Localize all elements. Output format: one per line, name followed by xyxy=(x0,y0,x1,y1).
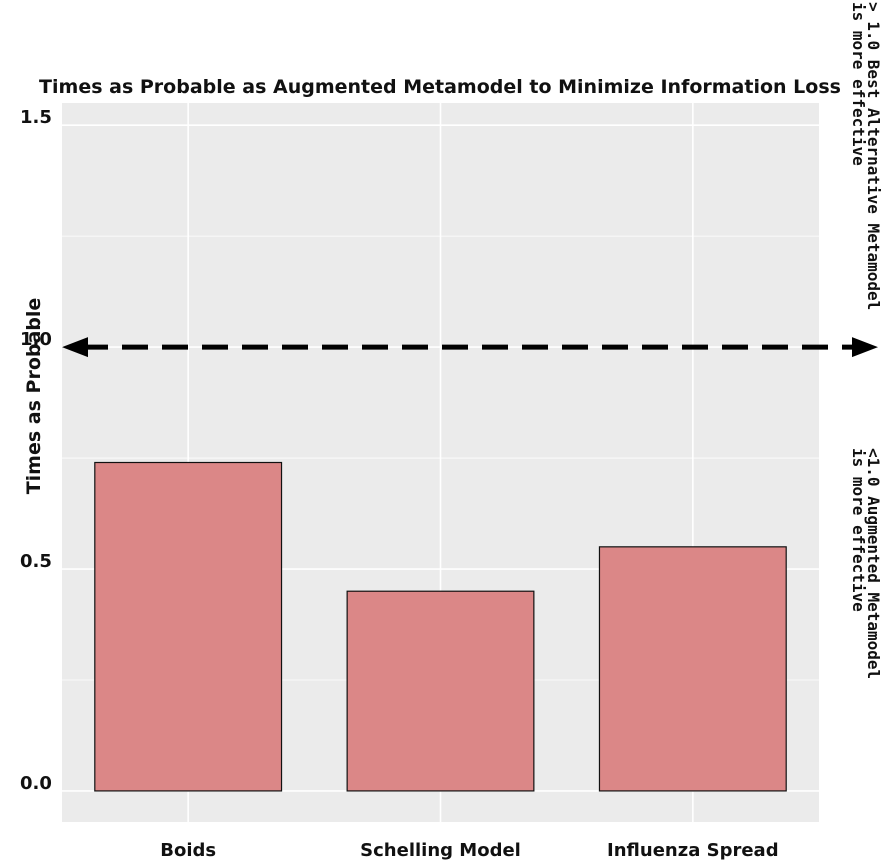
bar-influenza-spread xyxy=(598,546,787,792)
annotation-above-line-2: is more effective xyxy=(849,2,868,166)
y-tick-label: 1.5 xyxy=(20,107,52,128)
bars xyxy=(94,461,787,792)
chart-title: Times as Probable as Augmented Metamodel… xyxy=(39,76,841,98)
y-tick-label: 0.0 xyxy=(20,773,52,794)
annotation-above-line-1: > 1.0 Best Alternative Metamodel xyxy=(864,2,883,310)
arrow-left-icon xyxy=(62,337,88,358)
reference-line xyxy=(62,337,878,358)
annotation-below-line-2: is more effective xyxy=(849,448,868,612)
y-tick-label: 0.5 xyxy=(20,551,52,572)
x-tick-label: Schelling Model xyxy=(360,840,521,861)
bar-boids xyxy=(94,461,283,792)
y-axis-label: Times as Probable xyxy=(23,298,45,495)
y-tick-labels: 0.0 0.5 1.0 1.5 xyxy=(20,107,52,794)
x-tick-labels: Boids Schelling Model Influenza Spread xyxy=(160,840,778,861)
annotation-below-line-1: <1.0 Augmented Metamodel xyxy=(864,448,883,679)
bar-schelling-model xyxy=(346,590,535,792)
x-tick-label: Boids xyxy=(160,840,216,861)
arrow-right-icon xyxy=(852,337,878,358)
x-tick-label: Influenza Spread xyxy=(607,840,779,861)
y-tick-label: 1.0 xyxy=(20,329,52,350)
